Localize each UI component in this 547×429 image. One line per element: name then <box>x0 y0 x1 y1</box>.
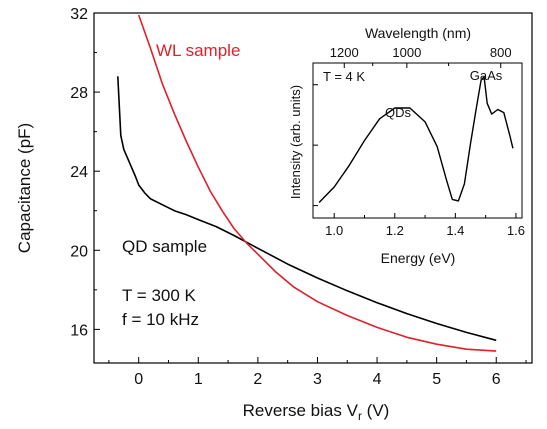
x-tick-label: 0 <box>134 371 143 388</box>
inset-top-ticks: 1200 1000 800 <box>330 45 512 68</box>
main-y-ticks: 16 20 24 28 32 <box>70 6 100 339</box>
wl-sample-label: WL sample <box>156 41 240 60</box>
x-tick-label: 5 <box>432 371 441 388</box>
inset-x-ticks: 1.0 1.2 1.4 1.6 <box>325 213 525 238</box>
y-tick-label: 32 <box>70 6 88 23</box>
inset-x-tick-label: 1.2 <box>386 223 404 238</box>
inset-x-tick-label: 1.0 <box>325 223 343 238</box>
inset-top-tick-label: 800 <box>490 45 512 60</box>
main-x-ticks: 0 1 2 3 4 5 6 <box>108 357 527 388</box>
inset-plot: 1.0 1.2 1.4 1.6 1200 1000 800 Wavelength (nm)… <box>288 25 525 266</box>
inset-qds-label: QDs <box>385 105 412 120</box>
qd-sample-curve <box>117 76 497 342</box>
inset-top-tick-label: 1200 <box>330 45 359 60</box>
main-plot: 0 1 2 3 4 5 6 16 20 24 28 32 Reverse bias Vr (V) C… <box>15 6 533 423</box>
inset-y-axis-title: Intensity (arb. units) <box>288 85 303 199</box>
inset-x-tick-label: 1.4 <box>446 223 464 238</box>
frequency-label: f = 10 kHz <box>122 310 199 329</box>
x-tick-label: 6 <box>492 371 501 388</box>
inset-top-tick-label: 1000 <box>392 45 421 60</box>
y-tick-label: 16 <box>70 322 88 339</box>
qd-sample-label: QD sample <box>122 237 207 256</box>
x-tick-label: 1 <box>194 371 203 388</box>
main-series <box>117 14 497 352</box>
main-plot-frame <box>93 12 533 364</box>
inset-frame <box>312 62 523 219</box>
y-tick-label: 28 <box>70 85 88 102</box>
inset-top-axis-title: Wavelength (nm) <box>365 25 471 41</box>
x-tick-label: 2 <box>253 371 262 388</box>
inset-series <box>318 76 514 203</box>
temperature-label: T = 300 K <box>122 286 197 305</box>
inset-y-ticks <box>313 84 318 207</box>
y-axis-title: Capacitance (pF) <box>15 123 34 253</box>
wl-sample-curve <box>137 14 497 352</box>
y-tick-label: 20 <box>70 243 88 260</box>
x-axis-title: Reverse bias Vr (V) <box>243 401 390 423</box>
y-tick-label: 24 <box>70 164 88 181</box>
inset-background <box>313 63 522 218</box>
pl-spectrum-curve <box>318 76 514 203</box>
inset-x-tick-label: 1.6 <box>507 223 525 238</box>
inset-x-axis-title: Energy (eV) <box>381 250 456 266</box>
x-tick-label: 3 <box>313 371 322 388</box>
x-tick-label: 4 <box>373 371 382 388</box>
inset-temperature-label: T = 4 K <box>323 69 365 84</box>
inset-gaas-label: GaAs <box>470 68 503 83</box>
